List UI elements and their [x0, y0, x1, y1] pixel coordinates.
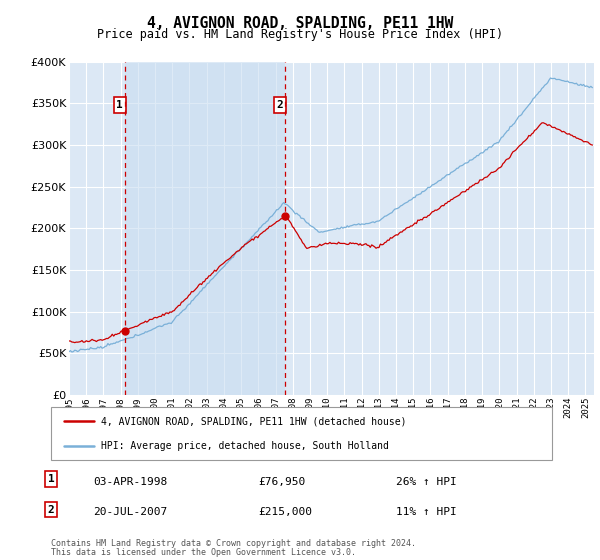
Text: 1: 1: [116, 100, 123, 110]
Text: 20-JUL-2007: 20-JUL-2007: [93, 507, 167, 517]
Text: Price paid vs. HM Land Registry's House Price Index (HPI): Price paid vs. HM Land Registry's House …: [97, 28, 503, 41]
Text: 11% ↑ HPI: 11% ↑ HPI: [396, 507, 457, 517]
Text: Contains HM Land Registry data © Crown copyright and database right 2024.: Contains HM Land Registry data © Crown c…: [51, 539, 416, 548]
Text: 26% ↑ HPI: 26% ↑ HPI: [396, 477, 457, 487]
Bar: [125, 62, 285, 395]
Text: HPI: Average price, detached house, South Holland: HPI: Average price, detached house, Sout…: [101, 441, 389, 451]
Text: 2: 2: [47, 505, 55, 515]
Text: 2: 2: [277, 100, 283, 110]
Text: 4, AVIGNON ROAD, SPALDING, PE11 1HW (detached house): 4, AVIGNON ROAD, SPALDING, PE11 1HW (det…: [101, 417, 407, 427]
Text: £215,000: £215,000: [258, 507, 312, 517]
Text: £76,950: £76,950: [258, 477, 305, 487]
Text: 4, AVIGNON ROAD, SPALDING, PE11 1HW: 4, AVIGNON ROAD, SPALDING, PE11 1HW: [147, 16, 453, 31]
Text: 03-APR-1998: 03-APR-1998: [93, 477, 167, 487]
Text: 1: 1: [47, 474, 55, 484]
FancyBboxPatch shape: [51, 407, 552, 460]
Text: This data is licensed under the Open Government Licence v3.0.: This data is licensed under the Open Gov…: [51, 548, 356, 557]
